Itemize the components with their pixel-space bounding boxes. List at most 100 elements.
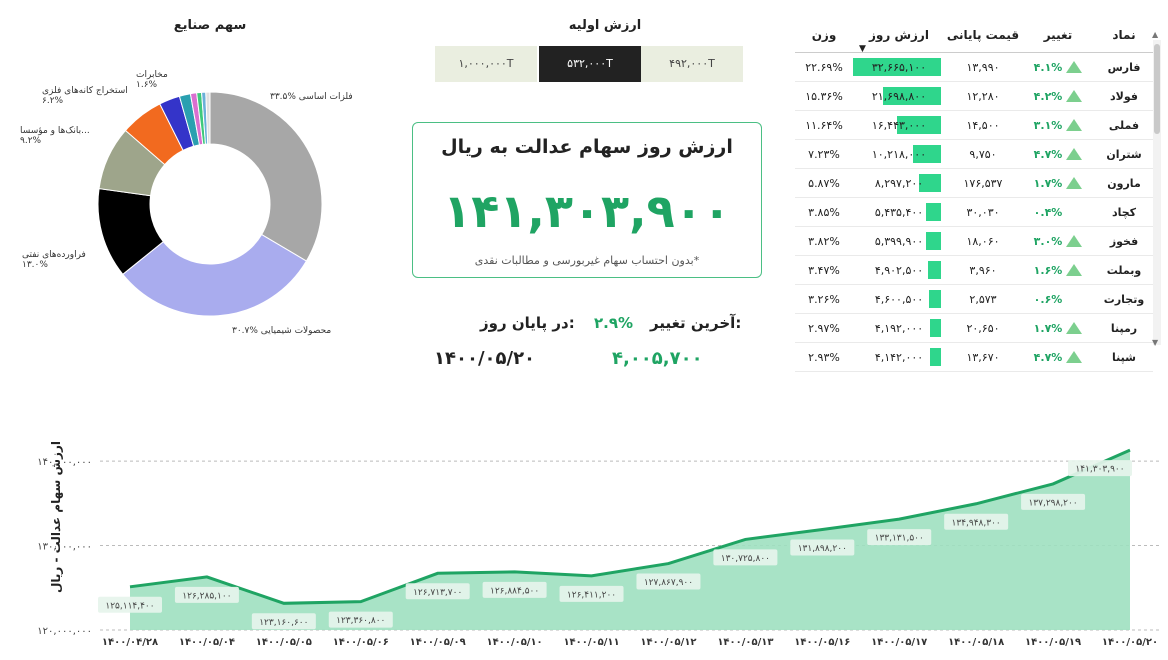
cell-weight: ۳.۸۲% <box>808 234 840 248</box>
cell-change: ۴.۱% <box>1021 53 1095 81</box>
header-close[interactable]: قیمت پایانی <box>946 28 1020 42</box>
table-row[interactable]: فملی ۳.۱% ۱۴,۵۰۰ ۱۶,۴۴۳,۰۰۰ ۱۱.۶۴% <box>795 111 1153 140</box>
svg-text:۱۲۷,۸۶۷,۹۰۰: ۱۲۷,۸۶۷,۹۰۰ <box>644 578 693 588</box>
value-bar <box>926 232 941 250</box>
header-weight[interactable]: وزن <box>811 28 837 42</box>
end-of-day-date: ۱۴۰۰/۰۵/۲۰ <box>434 348 536 369</box>
table-row[interactable]: شتران ۴.۷% ۹,۷۵۰ ۱۰,۲۱۸,۰۰۰ ۷.۲۳% <box>795 140 1153 169</box>
last-change-value: ۲.۹% <box>594 314 634 332</box>
data-label: ۱۳۰,۷۲۵,۸۰۰ <box>713 549 778 566</box>
cell-change-value: ۴.۱% <box>1033 60 1063 74</box>
cell-symbol: شتران <box>1106 147 1142 161</box>
pie-chart[interactable] <box>90 84 330 324</box>
value-bar <box>927 261 941 279</box>
cell-change-value: ۰.۴% <box>1033 205 1063 219</box>
cell-symbol: فارس <box>1107 60 1141 74</box>
data-label: ۱۲۵,۱۱۴,۴۰۰ <box>98 596 162 613</box>
pie-label: ...بانک‌ها و مؤسسا ۹.۲% <box>20 126 90 146</box>
cell-weight: ۲۲.۶۹% <box>805 60 843 74</box>
initial-value-option-532k[interactable]: ۵۳۲,۰۰۰T <box>539 46 641 82</box>
cell-weight: ۵.۸۷% <box>808 176 840 190</box>
cell-close: ۱۳,۶۷۰ <box>966 350 1000 364</box>
header-change[interactable]: تغییر <box>1043 28 1073 42</box>
cell-value: ۴,۹۰۲,۵۰۰ <box>853 256 945 284</box>
table-scrollbar[interactable] <box>1153 40 1161 345</box>
cell-symbol: فملی <box>1108 118 1140 132</box>
svg-text:۱۲۶,۸۸۴,۵۰۰: ۱۲۶,۸۸۴,۵۰۰ <box>490 586 539 596</box>
table-row[interactable]: فخوز ۳.۰% ۱۸,۰۶۰ ۵,۳۹۹,۹۰۰ ۳.۸۲% <box>795 227 1153 256</box>
header-symbol[interactable]: نماد <box>1112 28 1136 42</box>
cell-symbol: فولاد <box>1110 89 1138 103</box>
data-label: ۱۲۶,۲۸۵,۱۰۰ <box>174 586 239 603</box>
table-row[interactable]: شپنا ۴.۷% ۱۳,۶۷۰ ۴,۱۴۲,۰۰۰ ۲.۹۳% <box>795 343 1153 372</box>
pie-label-name: استخراج کانه‌های فلزی <box>42 86 128 96</box>
table-row[interactable]: فارس ۴.۱% ۱۳,۹۹۰ ۳۲,۶۶۵,۱۰۰ ۲۲.۶۹% <box>795 53 1153 82</box>
cell-change: ۰.۶% <box>1021 285 1095 313</box>
cell-value-text: ۴,۱۹۲,۰۰۰ <box>874 321 924 335</box>
up-arrow-icon <box>1066 235 1083 247</box>
pie-slice[interactable] <box>205 91 211 145</box>
x-tick-label: ۱۴۰۰/۰۵/۲۰ <box>1102 637 1158 648</box>
value-bar <box>926 203 941 221</box>
x-tick-label: ۱۴۰۰/۰۵/۰۶ <box>333 637 389 648</box>
up-arrow-icon <box>1066 177 1083 189</box>
cell-value: ۱۶,۴۴۳,۰۰۰ <box>853 111 945 139</box>
svg-text:۱۲۶,۲۸۵,۱۰۰: ۱۲۶,۲۸۵,۱۰۰ <box>182 591 231 601</box>
cell-weight: ۲.۹۳% <box>808 350 840 364</box>
scroll-up-icon[interactable]: ▲ <box>1152 30 1159 39</box>
stocks-table: نماد تغییر قیمت پایانی ارزش روز ▼ وزن فا… <box>795 18 1153 372</box>
svg-text:۱۲۶,۴۱۱,۲۰۰: ۱۲۶,۴۱۱,۲۰۰ <box>567 590 616 600</box>
x-tick-label: ۱۴۰۰/۰۵/۱۱ <box>563 637 619 648</box>
cell-symbol: کچاد <box>1111 205 1137 219</box>
cell-change: ۴.۷% <box>1021 140 1095 168</box>
summary-card <box>412 122 762 278</box>
table-row[interactable]: مارون ۱.۷% ۱۷۶,۵۳۷ ۸,۲۹۷,۲۰۰ ۵.۸۷% <box>795 169 1153 198</box>
svg-text:۱۲۶,۷۱۳,۷۰۰: ۱۲۶,۷۱۳,۷۰۰ <box>413 588 462 598</box>
scroll-down-icon[interactable]: ▼ <box>1152 338 1159 347</box>
cell-close: ۲۰,۶۵۰ <box>966 321 1000 335</box>
x-tick-label: ۱۴۰۰/۰۵/۱۰ <box>487 637 543 648</box>
value-bar <box>853 58 941 76</box>
cell-close: ۲,۵۷۳ <box>969 292 997 306</box>
up-arrow-icon <box>1066 61 1083 73</box>
svg-text:۱۴۱,۳۰۳,۹۰۰: ۱۴۱,۳۰۳,۹۰۰ <box>1075 465 1124 475</box>
table-row[interactable]: وبملت ۱.۶% ۳,۹۶۰ ۴,۹۰۲,۵۰۰ ۳.۴۷% <box>795 256 1153 285</box>
pie-slice[interactable] <box>122 233 308 317</box>
cell-close: ۱۳,۹۹۰ <box>966 60 1000 74</box>
header-value[interactable]: ارزش روز ▼ <box>853 18 945 54</box>
cell-value: ۴,۱۹۲,۰۰۰ <box>853 314 945 342</box>
cell-close: ۱۸,۰۶۰ <box>966 234 1000 248</box>
table-row[interactable]: وتجارت ۰.۶% ۲,۵۷۳ ۴,۶۰۰,۵۰۰ ۳.۲۶% <box>795 285 1153 314</box>
summary-note: *بدون احتساب سهام غیربورسی و مطالبات نقد… <box>474 254 700 267</box>
area-chart[interactable]: ۱۲۰,۰۰۰,۰۰۰ ۱۳۰,۰۰۰,۰۰۰ ۱۴۰,۰۰۰,۰۰۰ ۱۲۵,۱۱۴… <box>0 430 1168 660</box>
data-label: ۱۴۱,۳۰۳,۹۰۰ <box>1068 460 1132 477</box>
data-label: ۱۲۶,۸۸۴,۵۰۰ <box>482 581 547 598</box>
table-row[interactable]: فولاد ۴.۲% ۱۲,۲۸۰ ۲۱,۶۹۸,۸۰۰ ۱۵.۳۶% <box>795 82 1153 111</box>
cell-weight: ۳.۴۷% <box>808 263 840 277</box>
initial-value-option-492k[interactable]: ۴۹۲,۰۰۰T <box>641 46 743 82</box>
data-label: ۱۳۳,۱۳۱,۵۰۰ <box>867 529 932 546</box>
series-line <box>129 448 1131 605</box>
initial-value-option-1m[interactable]: ۱,۰۰۰,۰۰۰T <box>435 46 537 82</box>
cell-change: ۳.۱% <box>1021 111 1095 139</box>
cell-value-text: ۴,۱۴۲,۰۰۰ <box>874 350 924 364</box>
summary-title: ارزش روز سهام عدالت به ریال <box>441 136 733 158</box>
table-scroll-thumb[interactable] <box>1154 44 1160 134</box>
cell-change-value: ۳.۱% <box>1033 118 1063 132</box>
data-label: ۱۲۳,۱۶۰,۶۰۰ <box>251 613 316 630</box>
svg-text:۱۲۳,۳۶۰,۸۰۰: ۱۲۳,۳۶۰,۸۰۰ <box>336 616 385 626</box>
cell-weight: ۱۱.۶۴% <box>805 118 843 132</box>
summary-value: ۱۴۱,۳۰۳,۹۰۰ <box>443 184 731 238</box>
value-bar <box>928 290 941 308</box>
svg-text:۱۳۰,۷۲۵,۸۰۰: ۱۳۰,۷۲۵,۸۰۰ <box>721 554 770 564</box>
up-arrow-icon <box>1066 119 1083 131</box>
cell-change-value: ۱.۷% <box>1033 321 1063 335</box>
cell-weight: ۲.۹۷% <box>808 321 840 335</box>
value-bar <box>929 319 941 337</box>
cell-change-value: ۴.۷% <box>1033 147 1063 161</box>
cell-change-value: ۱.۷% <box>1033 176 1063 190</box>
pie-slice[interactable] <box>209 91 323 262</box>
table-row[interactable]: کچاد ۰.۴% ۳۰,۰۳۰ ۵,۴۳۵,۴۰۰ ۳.۸۵% <box>795 198 1153 227</box>
cell-value-text: ۸,۲۹۷,۲۰۰ <box>874 176 924 190</box>
table-row[interactable]: رمپنا ۱.۷% ۲۰,۶۵۰ ۴,۱۹۲,۰۰۰ ۲.۹۷% <box>795 314 1153 343</box>
